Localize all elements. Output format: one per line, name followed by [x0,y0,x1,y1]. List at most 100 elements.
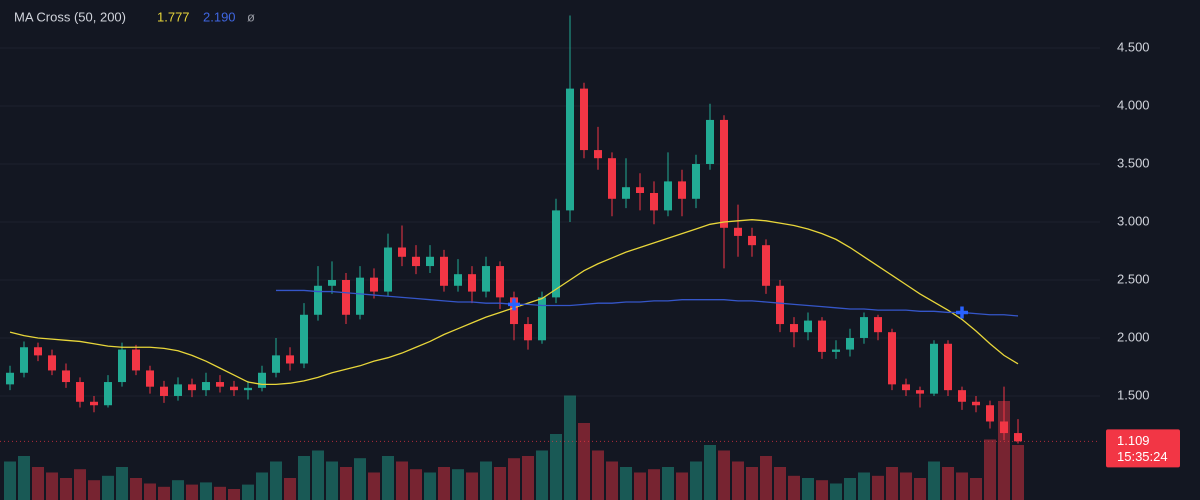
candle-body [944,343,952,391]
candle-body [216,382,224,387]
volume-bar [620,467,632,500]
candle-body [636,187,644,193]
y-tick-label: 1.500 [1117,387,1150,402]
candle-body [762,245,770,286]
y-tick-label: 3.000 [1117,213,1150,228]
candle-body [510,297,518,325]
candle-body [888,332,896,385]
volume-bar [508,458,520,500]
volume-bar [928,461,940,500]
volume-bar [774,467,786,500]
candle-body [6,372,14,385]
candle-body [258,372,266,388]
volume-bar [480,461,492,500]
candle-body [272,355,280,373]
volume-bar [200,482,212,500]
candle-body [874,317,882,333]
volume-bar [452,469,464,500]
volume-bar [578,423,590,500]
volume-bar [382,456,394,500]
volume-bar [816,480,828,500]
candle-body [1014,433,1022,442]
volume-bar [228,489,240,500]
candle-body [412,256,420,267]
candle-body [958,390,966,402]
volume-bar [424,472,436,500]
candle-body [244,387,252,391]
legend-ma200: 2.190 [203,9,236,24]
candle-body [34,347,42,356]
volume-bar [102,475,114,500]
volume-bar [214,486,226,500]
candle-body [160,386,168,396]
candle-body [118,349,126,383]
candle-body [846,337,854,350]
volume-bar [284,478,296,500]
volume-bar [60,478,72,500]
volume-bar [802,478,814,500]
volume-bar [312,450,324,500]
volume-bar [172,480,184,500]
legend-symbol: ø [247,9,255,24]
candle-body [566,88,574,211]
volume-bar [634,472,646,500]
volume-bar [550,434,562,500]
candle-body [706,119,714,164]
candle-body [916,390,924,394]
volume-bar [410,469,422,500]
candle-body [90,401,98,406]
y-tick-label: 3.500 [1117,155,1150,170]
legend-title: MA Cross (50, 200) [14,9,126,24]
volume-bar [466,472,478,500]
candle-body [986,405,994,422]
volume-bar [676,472,688,500]
volume-bar [942,467,954,500]
candle-body [62,370,70,383]
volume-bar [956,472,968,500]
countdown-label: 15:35:24 [1117,449,1168,464]
candle-body [692,163,700,199]
volume-bar [1012,445,1024,500]
volume-bar [438,467,450,500]
volume-bar [494,467,506,500]
legend-ma50: 1.777 [157,9,190,24]
volume-bar [662,467,674,500]
volume-bar [704,445,716,500]
candle-body [48,355,56,371]
candle-body [342,279,350,315]
volume-bar [46,472,58,500]
volume-bar [746,467,758,500]
candle-body [174,384,182,396]
candle-body [286,355,294,364]
volume-bar [4,461,16,500]
candle-body [468,274,476,292]
last-price-label: 1.109 [1117,433,1150,448]
candle-body [790,324,798,333]
candle-body [328,279,336,286]
y-tick-label: 2.500 [1117,271,1150,286]
candle-body [720,119,728,228]
candle-body [860,317,868,338]
volume-bar [256,472,268,500]
candle-body [608,158,616,199]
volume-bar [970,478,982,500]
volume-bar [130,478,142,500]
candle-body [384,247,392,292]
candle-body [818,320,826,352]
volume-bar [718,450,730,500]
candle-body [188,384,196,391]
price-box [1106,429,1180,468]
candle-body [650,192,658,211]
candle-body [902,384,910,391]
candle-body [496,266,504,298]
volume-bar [88,480,100,500]
candle-body [20,347,28,373]
candle-body [804,320,812,333]
volume-bar [592,450,604,500]
volume-bar [116,467,128,500]
candle-body [76,382,84,402]
volume-bar [242,484,254,500]
ma-line [276,289,1019,317]
